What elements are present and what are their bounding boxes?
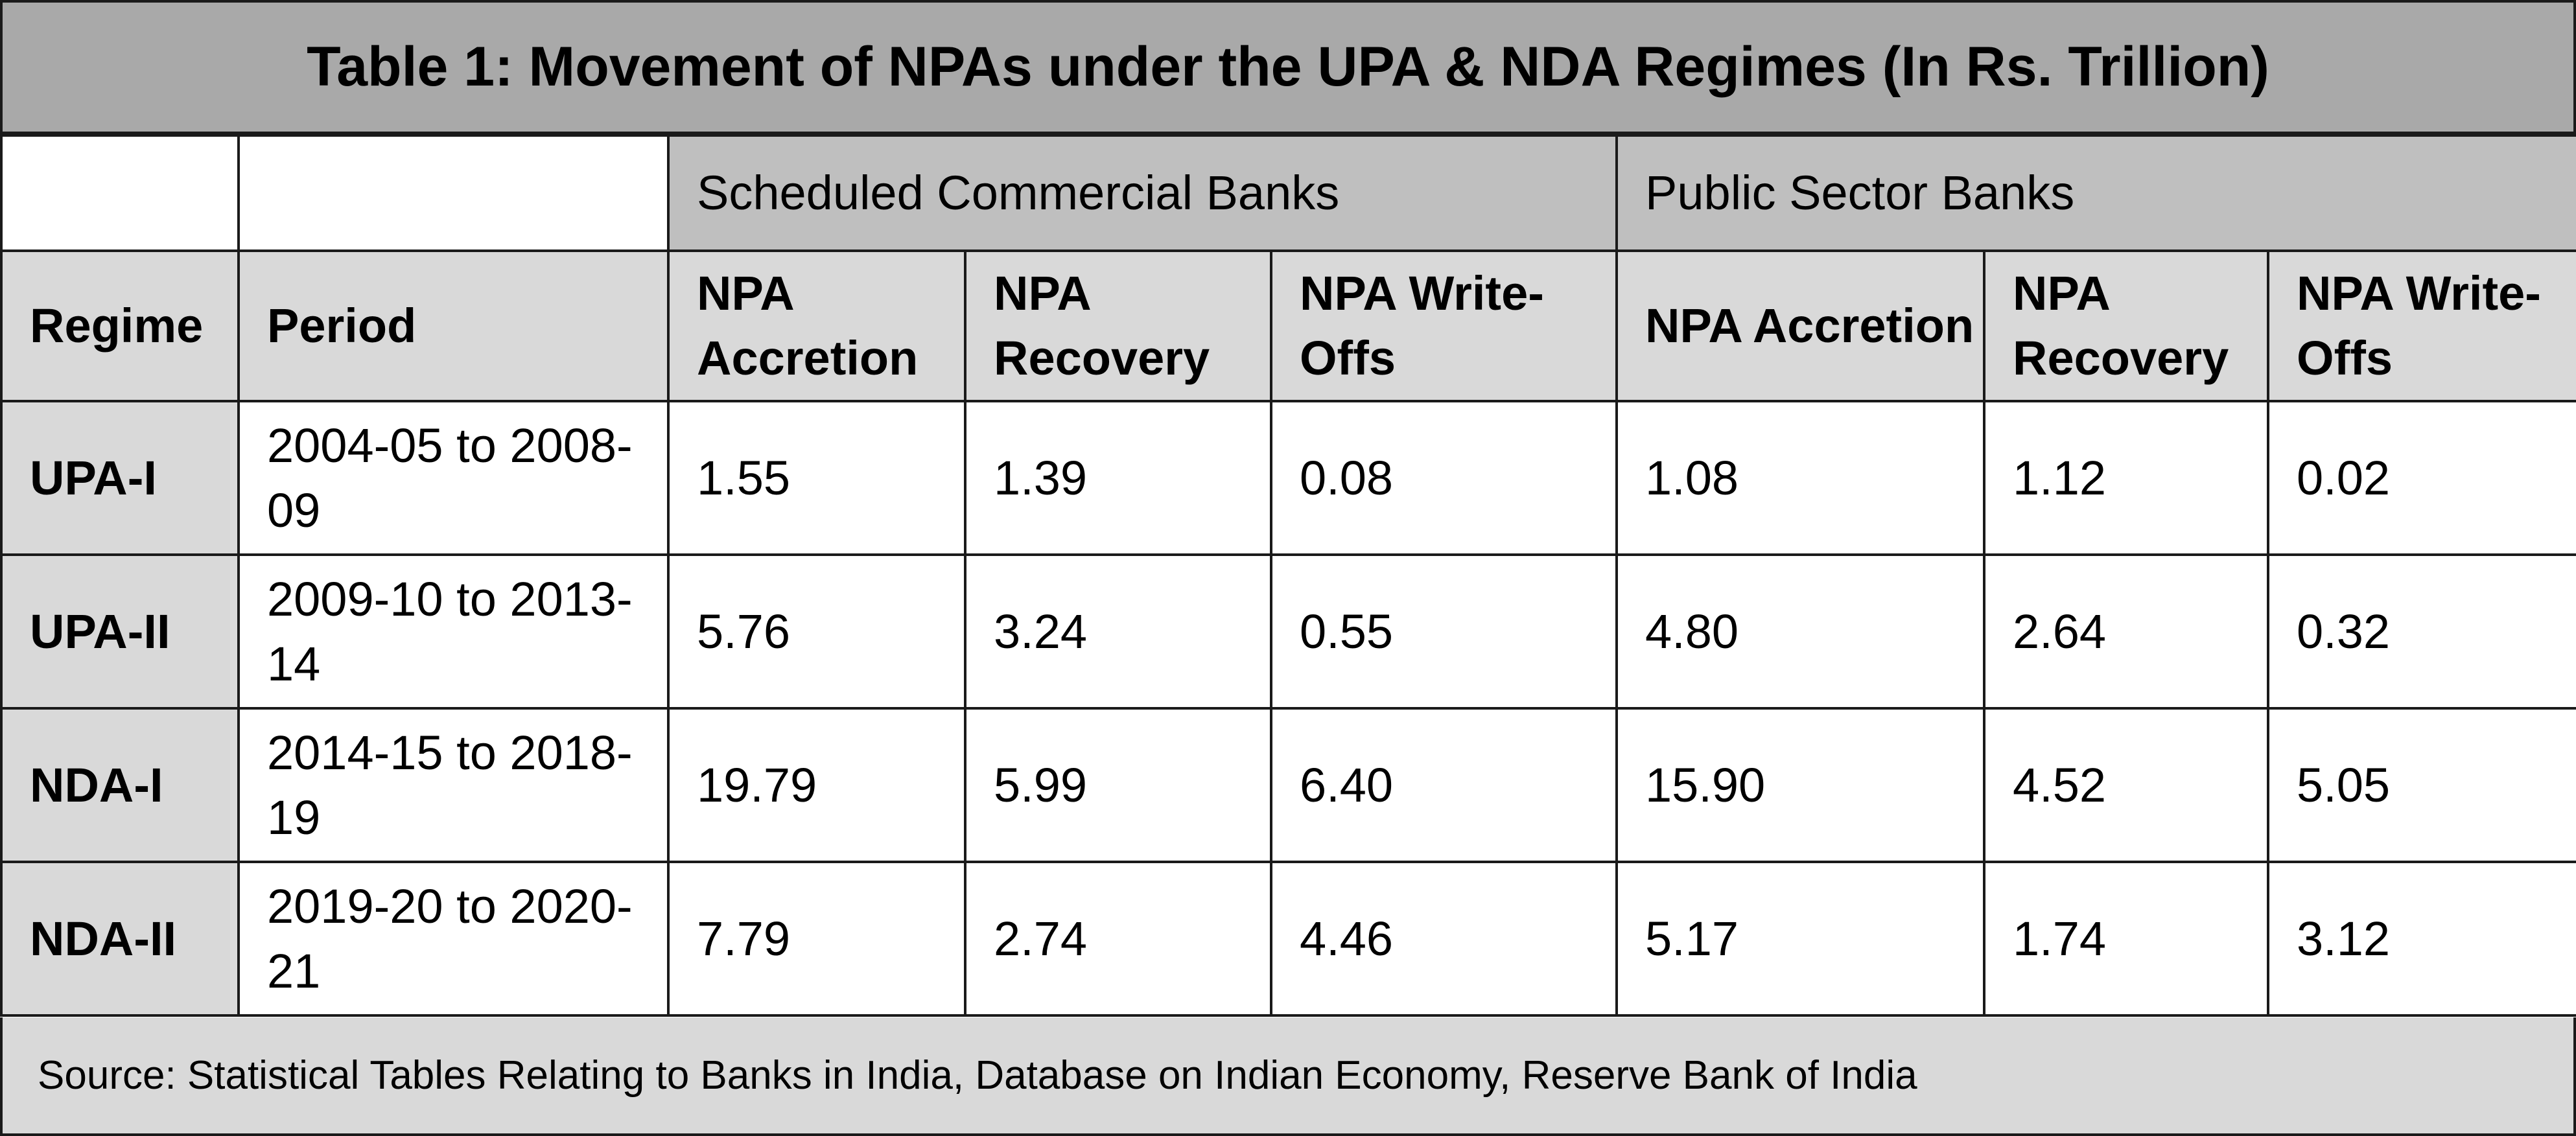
value-cell: 0.02: [2267, 400, 2576, 556]
value-cell: 4.46: [1269, 861, 1619, 1017]
value-cell: 1.12: [1983, 400, 2270, 556]
group-scheduled-commercial-banks: Scheduled Commercial Banks: [666, 134, 1619, 252]
value-cell: 4.80: [1615, 553, 1986, 710]
value-cell: 0.32: [2267, 553, 2576, 710]
header-regime: Regime: [0, 249, 240, 402]
group-header-row: Scheduled Commercial Banks Public Sector…: [0, 134, 2576, 252]
header-psb-accretion: NPA Accretion: [1615, 249, 1986, 402]
period-cell: 2019-20 to 2020-21: [237, 861, 670, 1017]
period-cell: 2014-15 to 2018-19: [237, 707, 670, 863]
table-row: NDA-I 2014-15 to 2018-19 19.79 5.99 6.40…: [0, 707, 2576, 863]
value-cell: 0.08: [1269, 400, 1619, 556]
value-cell: 5.99: [964, 707, 1272, 863]
value-cell: 1.74: [1983, 861, 2270, 1017]
column-header-row: Regime Period NPA Accretion NPA Recovery…: [0, 249, 2576, 402]
value-cell: 0.55: [1269, 553, 1619, 710]
header-psb-writeoffs: NPA Write-Offs: [2267, 249, 2576, 402]
value-cell: 1.08: [1615, 400, 1986, 556]
regime-cell: UPA-II: [0, 553, 240, 710]
value-cell: 19.79: [667, 707, 966, 863]
value-cell: 4.52: [1983, 707, 2270, 863]
value-cell: 5.05: [2267, 707, 2576, 863]
value-cell: 3.24: [964, 553, 1272, 710]
regime-cell: NDA-II: [0, 861, 240, 1017]
header-scb-recovery: NPA Recovery: [964, 249, 1272, 402]
table-row: NDA-II 2019-20 to 2020-21 7.79 2.74 4.46…: [0, 861, 2576, 1017]
header-psb-recovery: NPA Recovery: [1983, 249, 2270, 402]
value-cell: 5.76: [667, 553, 966, 710]
value-cell: 2.64: [1983, 553, 2270, 710]
table-title: Table 1: Movement of NPAs under the UPA …: [0, 0, 2576, 134]
table-row: UPA-II 2009-10 to 2013-14 5.76 3.24 0.55…: [0, 553, 2576, 710]
value-cell: 3.12: [2267, 861, 2576, 1017]
table-row: UPA-I 2004-05 to 2008-09 1.55 1.39 0.08 …: [0, 400, 2576, 556]
value-cell: 6.40: [1269, 707, 1619, 863]
value-cell: 5.17: [1615, 861, 1986, 1017]
source-note: Source: Statistical Tables Relating to B…: [0, 1017, 2576, 1136]
value-cell: 15.90: [1615, 707, 1986, 863]
blank-cell: [237, 134, 670, 252]
value-cell: 1.55: [667, 400, 966, 556]
period-cell: 2009-10 to 2013-14: [237, 553, 670, 710]
regime-cell: NDA-I: [0, 707, 240, 863]
period-cell: 2004-05 to 2008-09: [237, 400, 670, 556]
value-cell: 2.74: [964, 861, 1272, 1017]
header-scb-accretion: NPA Accretion: [667, 249, 966, 402]
group-public-sector-banks: Public Sector Banks: [1615, 134, 2576, 252]
npa-table: Scheduled Commercial Banks Public Sector…: [0, 134, 2576, 1017]
value-cell: 7.79: [667, 861, 966, 1017]
blank-cell: [0, 134, 240, 252]
header-period: Period: [237, 249, 670, 402]
value-cell: 1.39: [964, 400, 1272, 556]
header-scb-writeoffs: NPA Write-Offs: [1269, 249, 1619, 402]
regime-cell: UPA-I: [0, 400, 240, 556]
